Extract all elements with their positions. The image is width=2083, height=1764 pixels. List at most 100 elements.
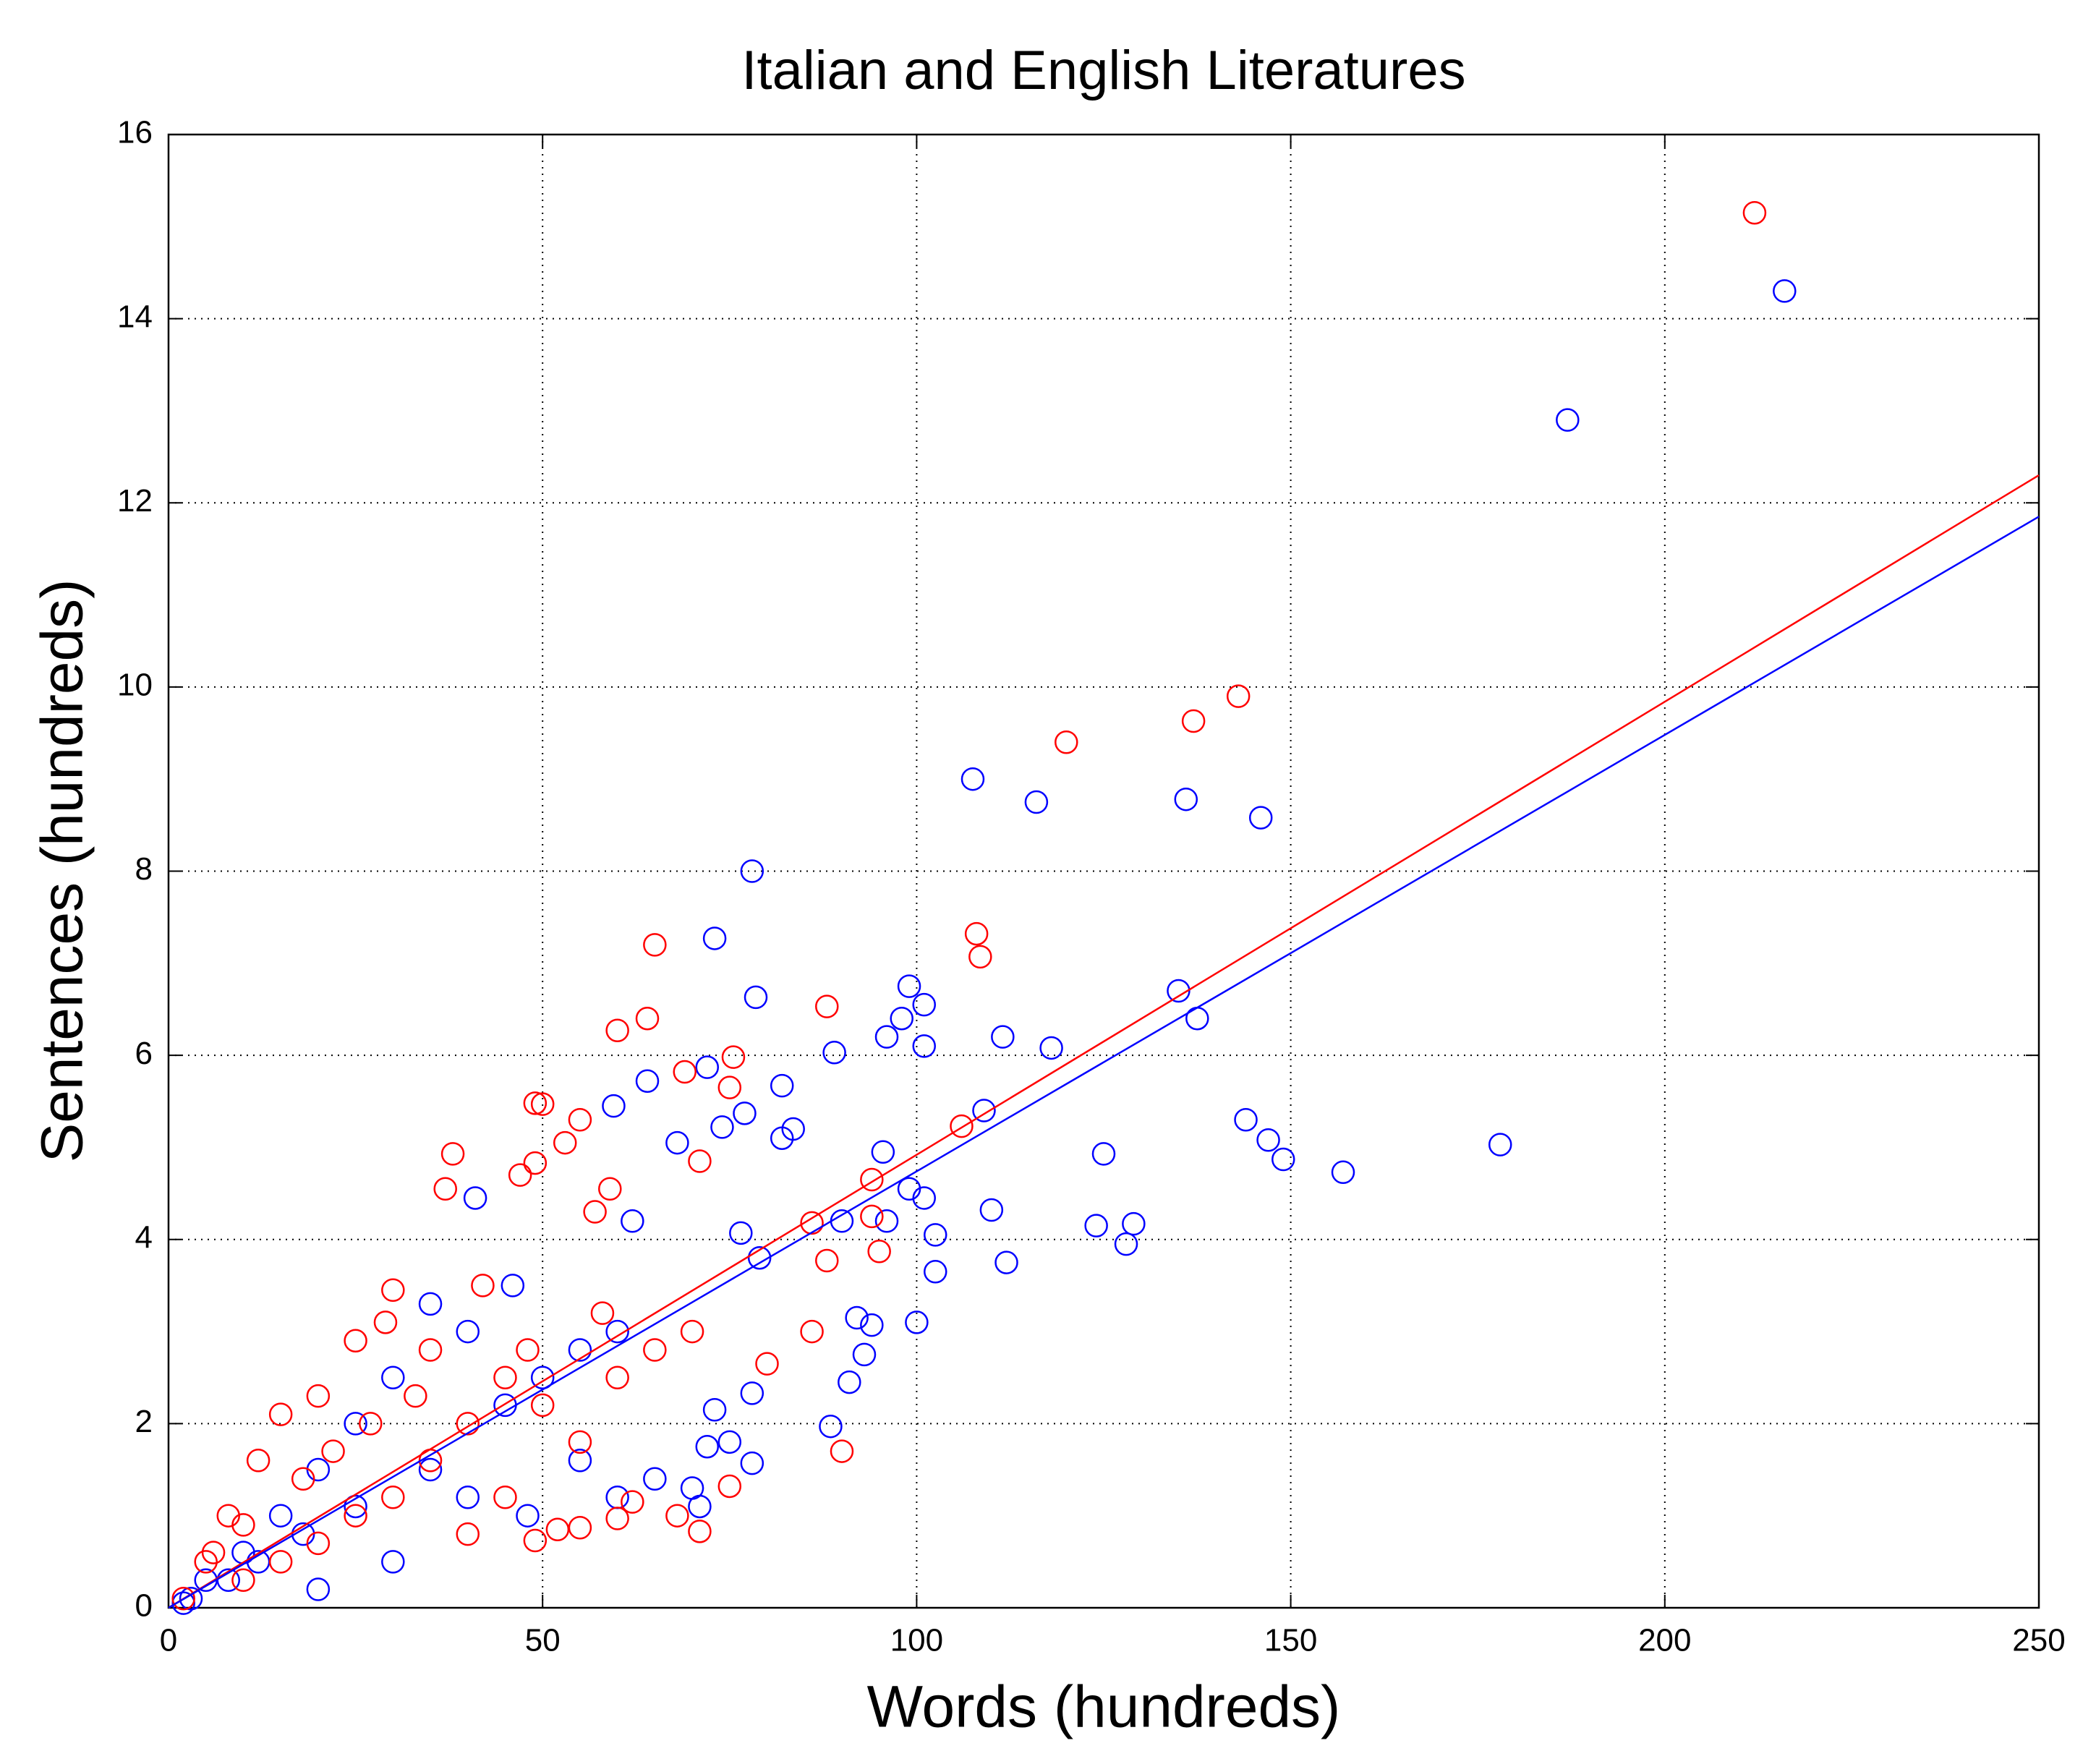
data-point [545, 1517, 570, 1542]
data-point [456, 1522, 480, 1546]
data-point [621, 1209, 644, 1233]
data-point [568, 1515, 592, 1540]
data-point [845, 1305, 869, 1330]
data-point [960, 767, 985, 791]
data-point [605, 1018, 629, 1043]
data-point [968, 945, 992, 969]
data-point [680, 1319, 704, 1344]
y-tick-label: 4 [135, 1219, 153, 1255]
data-point [924, 1223, 947, 1247]
data-point [344, 1494, 367, 1519]
data-point [381, 1485, 405, 1509]
data-point [530, 1393, 555, 1418]
data-point [605, 1507, 629, 1530]
data-point [471, 1274, 495, 1298]
data-point [605, 1485, 629, 1509]
x-axis-label: Words (hundreds) [867, 1674, 1341, 1740]
data-point [583, 1200, 607, 1224]
y-tick-label: 2 [135, 1404, 153, 1439]
data-point [493, 1393, 517, 1418]
x-tick-label: 150 [1264, 1623, 1317, 1658]
data-point [246, 1449, 271, 1473]
data-point [643, 933, 667, 957]
data-point [643, 1467, 667, 1491]
data-point [729, 1221, 753, 1245]
data-point [373, 1311, 398, 1334]
data-point [201, 1541, 226, 1564]
data-point [838, 1370, 861, 1394]
data-point [1742, 200, 1767, 225]
data-point [605, 1365, 629, 1389]
data-point [860, 1204, 884, 1229]
data-point [695, 1434, 720, 1459]
data-point [404, 1384, 427, 1408]
y-tick-label: 12 [117, 483, 153, 519]
data-point [179, 1587, 203, 1611]
data-point [740, 1381, 764, 1405]
data-point [912, 1186, 936, 1210]
data-point [964, 921, 989, 946]
data-point [463, 1186, 487, 1210]
data-point [493, 1485, 517, 1509]
y-tick-label: 14 [117, 299, 153, 334]
chart-title: Italian and English Literatures [741, 40, 1465, 101]
data-point [1773, 279, 1797, 303]
data-point [523, 1528, 548, 1553]
data-point [418, 1457, 443, 1482]
y-tick-label: 8 [135, 851, 153, 887]
x-tick-label: 0 [160, 1623, 177, 1658]
data-point [344, 1412, 367, 1436]
data-point [688, 1520, 712, 1543]
data-point [733, 1102, 757, 1125]
data-point [268, 1504, 293, 1527]
data-point [523, 1151, 548, 1175]
data-point [568, 1430, 592, 1454]
data-point [1226, 684, 1251, 708]
data-point [1185, 1006, 1209, 1031]
data-point [433, 1177, 457, 1201]
data-point [1024, 790, 1049, 814]
data-point [800, 1319, 824, 1344]
data-point [194, 1550, 218, 1574]
data-point [702, 926, 727, 950]
data-point [643, 1338, 667, 1362]
data-point [950, 1114, 974, 1138]
data-point [822, 1041, 846, 1065]
data-point [1488, 1133, 1512, 1156]
data-point [493, 1365, 517, 1389]
data-point [508, 1163, 532, 1187]
data-point [695, 1055, 720, 1079]
data-point [874, 1025, 899, 1049]
data-point [860, 1313, 884, 1337]
data-point [871, 1140, 895, 1164]
data-point [860, 1167, 884, 1192]
data-point [344, 1504, 367, 1527]
data-point [568, 1107, 592, 1132]
data-point [1091, 1142, 1116, 1166]
data-point [456, 1412, 480, 1436]
data-point [755, 1352, 779, 1376]
data-point [344, 1329, 367, 1353]
data-point [291, 1467, 315, 1491]
data-point [830, 1439, 854, 1463]
data-point [717, 1474, 742, 1499]
data-point [815, 994, 839, 1018]
data-point [306, 1384, 331, 1408]
data-point [924, 1260, 947, 1284]
data-point [1256, 1128, 1280, 1152]
data-point [1055, 730, 1078, 754]
data-point [1039, 1036, 1063, 1060]
data-point [516, 1504, 540, 1527]
data-point [418, 1292, 443, 1316]
data-point [897, 1177, 921, 1201]
data-point [897, 974, 921, 998]
data-point [306, 1457, 331, 1482]
data-point [381, 1365, 405, 1389]
data-point [171, 1587, 195, 1611]
data-point [744, 985, 768, 1010]
data-point [381, 1278, 405, 1303]
data-point [523, 1091, 548, 1115]
data-point [1122, 1211, 1146, 1236]
